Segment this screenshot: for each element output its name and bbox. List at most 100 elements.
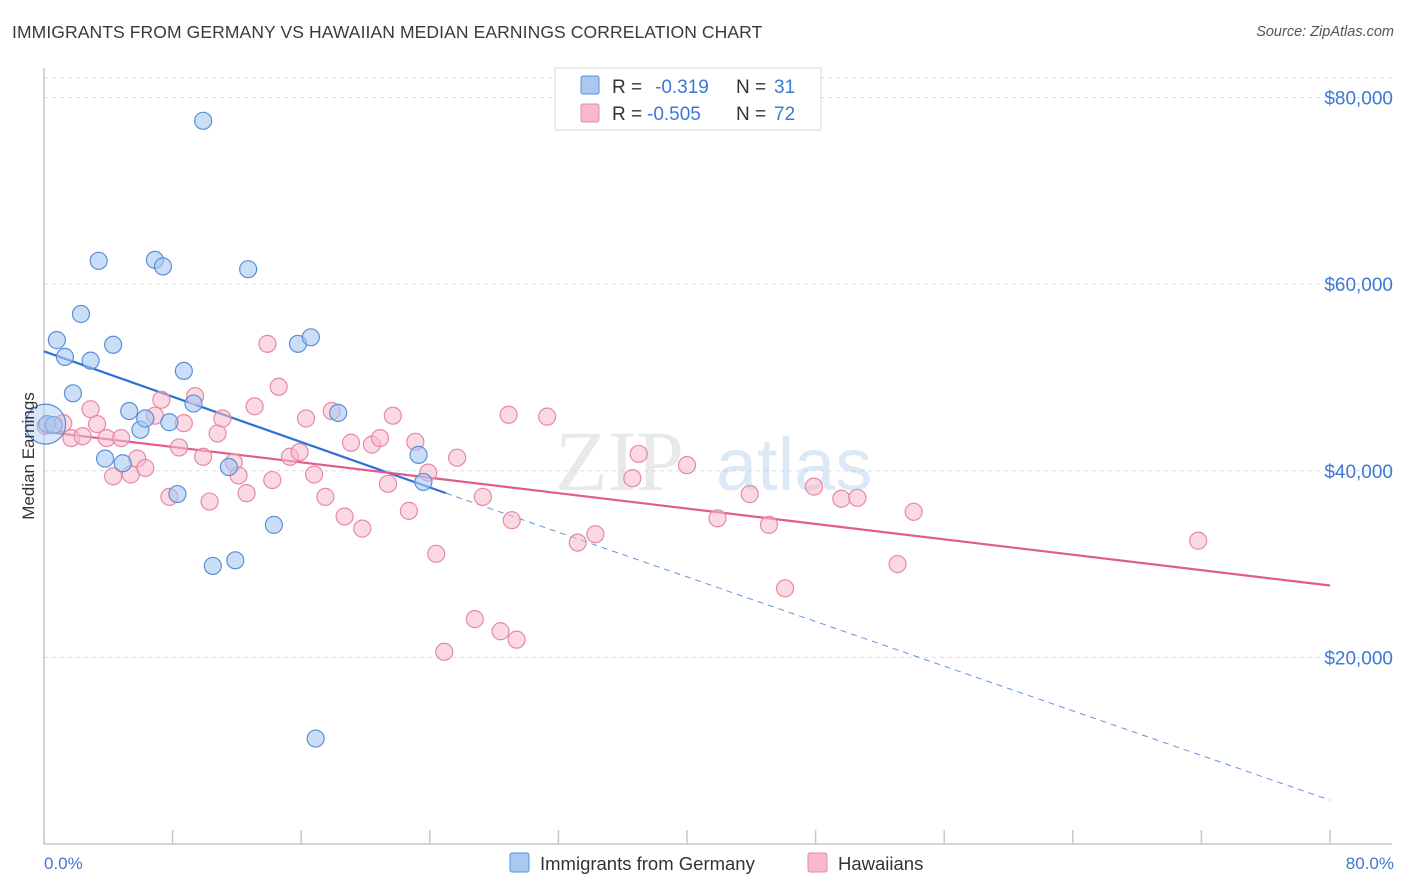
hawaiian-point xyxy=(538,407,557,426)
legend-germany-r-label: R = xyxy=(612,77,642,98)
hawaiian-point xyxy=(904,502,923,521)
legend-hawaiian-n-value: 72 xyxy=(774,104,795,125)
hawaiian-point xyxy=(370,428,390,448)
hawaiian-point xyxy=(832,489,851,508)
grid-lines xyxy=(44,77,1392,658)
legend-hawaiian-n-label: N = xyxy=(736,104,766,125)
y-tick-label: $20,000 xyxy=(1324,648,1393,669)
hawaiian-point xyxy=(213,409,232,428)
x-ticks xyxy=(43,830,1331,844)
trend-lines xyxy=(43,350,1331,801)
germany-point xyxy=(226,551,245,570)
hawaiian-point xyxy=(104,467,123,486)
germany-trend-extension xyxy=(445,492,1331,801)
germany-point xyxy=(329,403,348,422)
hawaiian-point xyxy=(378,474,398,493)
germany-point xyxy=(44,415,63,435)
hawaiian-point xyxy=(87,414,107,434)
germany-point xyxy=(409,445,428,464)
germany-point xyxy=(104,335,123,354)
germany-point xyxy=(184,394,203,413)
germany-point xyxy=(136,409,155,428)
hawaiian-point xyxy=(848,488,867,507)
germany-point xyxy=(95,449,115,468)
legend-germany-r-value: -0.319 xyxy=(655,77,709,98)
hawaiian-point xyxy=(112,428,131,448)
legend-top: R = -0.319 N = 31 R = -0.505 N = 72 xyxy=(554,67,822,131)
hawaiian-point xyxy=(296,409,316,428)
germany-point xyxy=(55,347,74,367)
hawaiian-point xyxy=(491,622,510,641)
hawaiian-point xyxy=(586,525,605,544)
hawaiian-point xyxy=(316,487,335,506)
legend-bottom-germany-swatch xyxy=(509,852,530,873)
hawaiian-point xyxy=(629,444,648,464)
germany-point xyxy=(414,472,433,492)
germany-point xyxy=(47,331,66,350)
source-credit: Source: ZipAtlas.com xyxy=(1256,24,1394,40)
hawaiian-point xyxy=(304,465,324,484)
legend-bottom: Immigrants from Germany Hawaiians xyxy=(509,852,923,874)
hawaiian-point xyxy=(258,334,277,353)
hawaiian-trend-line xyxy=(43,430,1331,587)
y-tick-labels: $20,000 $40,000 $60,000 $80,000 xyxy=(1324,89,1393,670)
legend-bottom-hawaiian-label: Hawaiians xyxy=(838,853,923,874)
germany-point xyxy=(113,454,132,473)
hawaiian-point xyxy=(775,579,795,598)
hawaiian-point xyxy=(200,492,219,511)
germany-point xyxy=(81,351,100,370)
germany-point xyxy=(168,484,187,504)
germany-cluster-point xyxy=(25,403,67,445)
legend-germany-swatch xyxy=(580,75,600,95)
germany-point xyxy=(153,257,173,276)
hawaiian-point xyxy=(473,487,492,506)
hawaiian-point xyxy=(804,477,824,496)
y-axis-label: Median Earnings xyxy=(19,392,38,520)
hawaiian-point xyxy=(73,427,92,446)
x-tick-label-max: 80.0% xyxy=(1346,854,1394,873)
hawaiian-point xyxy=(623,469,642,488)
hawaiian-point xyxy=(708,509,727,528)
legend-bottom-hawaiian-swatch xyxy=(807,852,828,873)
germany-point xyxy=(120,401,139,421)
germany-point xyxy=(174,361,193,381)
hawaiian-points xyxy=(36,334,1208,661)
hawaiian-point xyxy=(435,642,454,661)
germany-point xyxy=(203,556,222,576)
germany-points xyxy=(25,111,433,748)
hawaiian-point xyxy=(341,433,361,452)
germany-point xyxy=(63,384,83,403)
hawaiian-point xyxy=(888,554,907,574)
chart-title: IMMIGRANTS FROM GERMANY VS HAWAIIAN MEDI… xyxy=(12,22,763,42)
germany-point xyxy=(219,457,238,477)
hawaiian-point xyxy=(677,456,697,475)
legend-hawaiian-swatch xyxy=(580,103,600,123)
watermark-zip: ZIP xyxy=(555,413,684,509)
x-tick-label-min: 0.0% xyxy=(44,854,83,873)
y-tick-label: $60,000 xyxy=(1324,275,1393,296)
germany-point xyxy=(301,328,320,347)
germany-point xyxy=(239,260,258,279)
hawaiian-point xyxy=(335,507,354,526)
hawaiian-point xyxy=(499,405,518,424)
hawaiian-point xyxy=(502,511,521,530)
hawaiian-point xyxy=(263,470,282,490)
hawaiian-point xyxy=(169,438,189,457)
hawaiian-point xyxy=(353,519,372,538)
hawaiian-point xyxy=(427,544,446,563)
germany-point xyxy=(160,413,179,432)
legend-germany-n-value: 31 xyxy=(774,77,795,98)
germany-point xyxy=(194,111,213,130)
axes xyxy=(43,68,1392,845)
hawaiian-point xyxy=(1189,531,1208,550)
germany-point xyxy=(264,515,283,534)
germany-point xyxy=(89,251,108,270)
legend-hawaiian-r-value: -0.505 xyxy=(647,104,701,125)
hawaiian-point xyxy=(568,533,587,552)
germany-point xyxy=(306,729,325,748)
watermark: ZIP atlas xyxy=(555,413,872,509)
y-tick-label: $80,000 xyxy=(1324,89,1393,110)
hawaiian-point xyxy=(194,447,213,466)
hawaiian-point xyxy=(448,448,467,467)
